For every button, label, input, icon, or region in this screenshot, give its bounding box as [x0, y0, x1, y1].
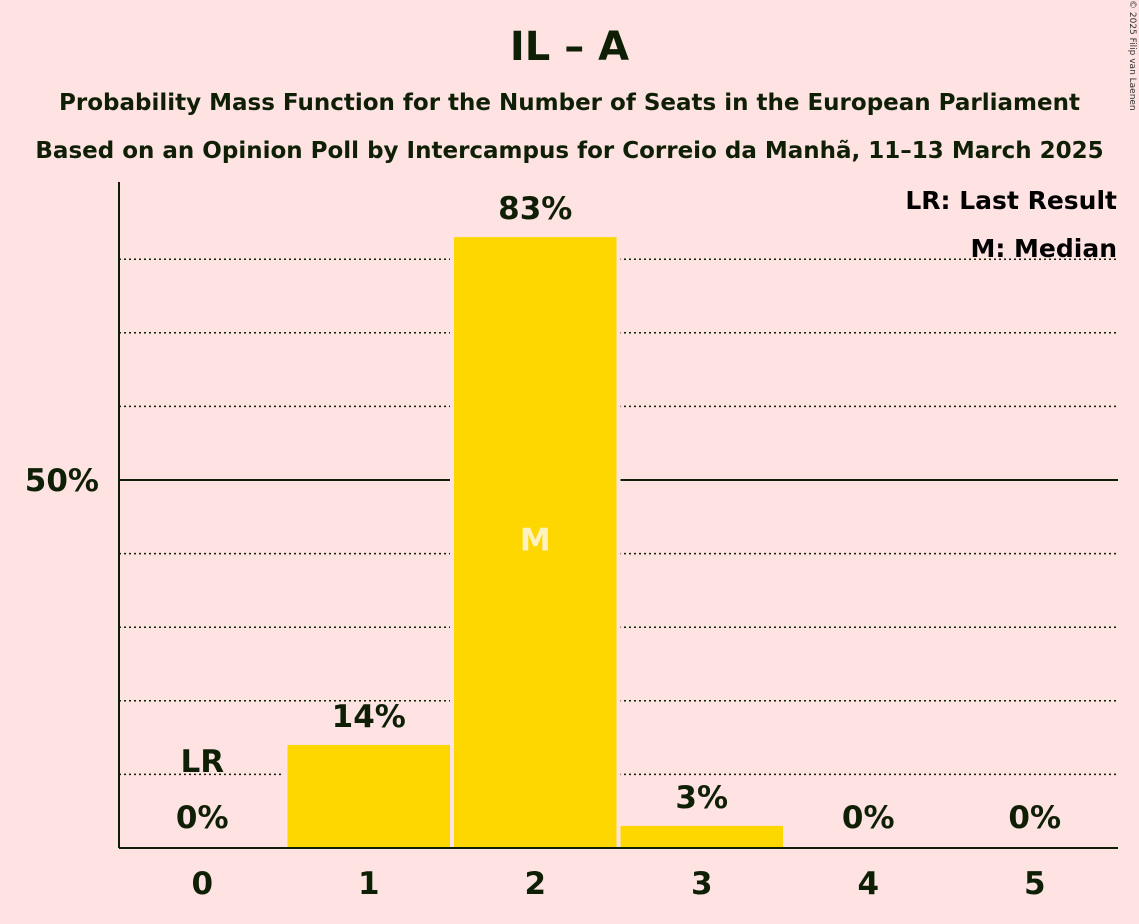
legend-median: M: Median	[970, 234, 1117, 263]
bar-2	[454, 237, 617, 848]
last-result-marker: LR	[180, 744, 224, 780]
axes: 50%	[25, 182, 1118, 849]
value-label-5: 0%	[1008, 800, 1061, 836]
value-label-1: 14%	[332, 699, 406, 735]
x-tick-label-2: 2	[524, 866, 546, 902]
bars	[283, 233, 787, 848]
x-tick-label-5: 5	[1024, 866, 1046, 902]
median-marker: M	[520, 523, 551, 559]
x-tick-label-3: 3	[691, 866, 713, 902]
chart-subtitle: Probability Mass Function for the Number…	[59, 90, 1080, 116]
value-labels: 0% 0 LR 14% 1 83% 2 M 3% 3 0% 4 0% 5	[176, 191, 1061, 902]
bar-1	[287, 744, 450, 848]
x-tick-label-1: 1	[358, 866, 380, 902]
x-tick-label-0: 0	[191, 866, 213, 902]
legend-last-result: LR: Last Result	[905, 186, 1117, 215]
bar-3	[620, 825, 783, 848]
value-label-3: 3%	[675, 780, 728, 816]
value-label-4: 0%	[842, 800, 895, 836]
y-tick-label: 50%	[25, 463, 99, 499]
chart-source: Based on an Opinion Poll by Intercampus …	[35, 138, 1104, 164]
x-tick-label-4: 4	[857, 866, 879, 902]
value-label-0: 0%	[176, 800, 229, 836]
value-label-2: 83%	[498, 191, 572, 227]
chart-title: IL – A	[509, 24, 630, 70]
